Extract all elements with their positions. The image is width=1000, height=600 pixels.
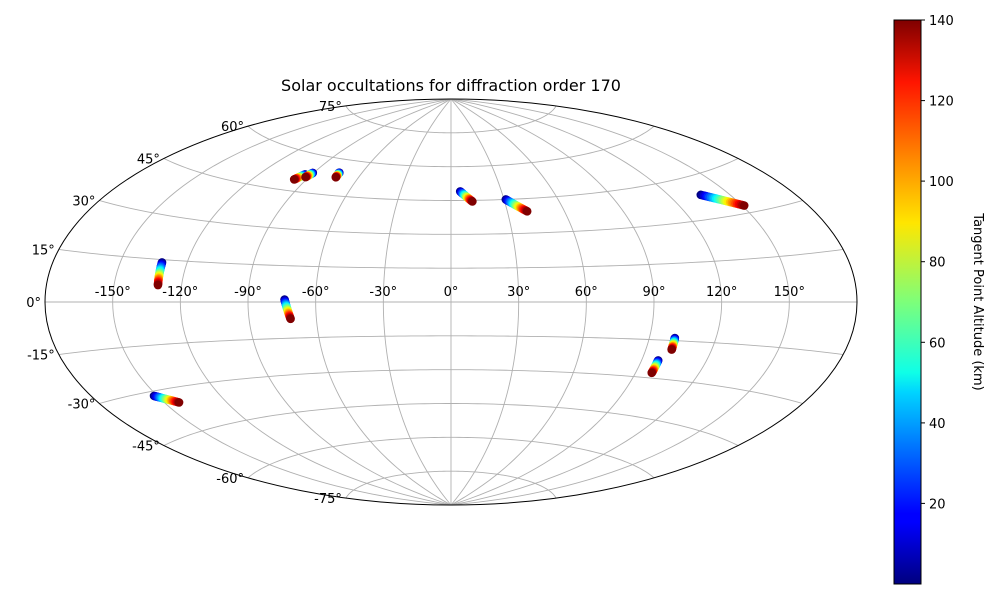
- parallel-gridline: [163, 403, 739, 446]
- latitude-tick-label: -60°: [216, 472, 244, 487]
- longitude-tick-label: 150°: [774, 285, 805, 300]
- occultation-point: [286, 314, 295, 324]
- parallel-gridline: [163, 158, 739, 201]
- parallel-gridline: [345, 470, 557, 499]
- parallel-gridline: [247, 125, 655, 168]
- occultation-track: [149, 391, 184, 407]
- occultation-track: [647, 356, 663, 378]
- latitude-tick-label: 45°: [137, 153, 160, 168]
- latitude-tick-label: 15°: [32, 244, 55, 259]
- latitude-tick-label: -30°: [68, 398, 96, 413]
- colorbar-tick-label: 60: [929, 336, 946, 351]
- longitude-tick-label: -30°: [369, 285, 397, 300]
- occultation-point: [331, 172, 341, 182]
- longitude-tick-label: -60°: [302, 285, 330, 300]
- occultation-points: [149, 168, 749, 407]
- latitude-tick-label: 30°: [72, 195, 95, 210]
- occultation-point: [289, 175, 299, 184]
- parallel-gridline: [99, 200, 803, 235]
- latitude-tick-label: 0°: [26, 296, 41, 311]
- longitude-tick-label: 120°: [706, 285, 737, 300]
- longitude-tick-label: 90°: [642, 285, 665, 300]
- occultation-point: [647, 368, 657, 378]
- colorbar-tick-label: 80: [929, 256, 946, 271]
- colorbar-tick-label: 120: [929, 95, 954, 110]
- chart-title: Solar occultations for diffraction order…: [281, 76, 621, 95]
- colorbar-tick-label: 20: [929, 497, 946, 512]
- latitude-tick-label: 75°: [319, 100, 342, 115]
- latitude-tick-label: 60°: [221, 120, 244, 135]
- occultation-track: [301, 168, 318, 182]
- map-gridlines: [45, 98, 857, 506]
- longitude-tick-label: -120°: [162, 285, 198, 300]
- parallel-gridline: [99, 369, 803, 404]
- parallel-gridline: [58, 249, 844, 269]
- occultation-track: [696, 190, 749, 210]
- parallel-gridline: [247, 436, 655, 479]
- colorbar-tick-label: 100: [929, 175, 954, 190]
- latitude-tick-label: -75°: [314, 492, 342, 507]
- occultation-track: [280, 295, 295, 324]
- colorbar: 20 40 60 80 100 120 140 Tangent Point Altitude…: [893, 14, 985, 585]
- longitude-tick-label: 60°: [575, 285, 598, 300]
- latitude-tick-label: -45°: [132, 440, 160, 455]
- longitude-tick-label: -90°: [234, 285, 262, 300]
- occultation-track: [501, 195, 532, 216]
- colorbar-tick-label: 40: [929, 417, 946, 432]
- longitude-tick-label: 30°: [507, 285, 530, 300]
- occultation-point: [522, 206, 532, 216]
- occultation-point: [153, 280, 163, 290]
- colorbar-frame: [893, 19, 922, 585]
- occultation-point: [739, 201, 749, 210]
- occultation-point: [667, 345, 676, 354]
- occultation-track: [667, 333, 680, 354]
- occultation-track: [455, 187, 477, 206]
- occultation-point: [468, 197, 477, 206]
- latitude-tick-label: -15°: [27, 349, 55, 364]
- colorbar-label: Tangent Point Altitude (km): [970, 212, 985, 390]
- colorbar-tick-label: 140: [929, 14, 954, 29]
- colorbar-gradient: [894, 20, 921, 584]
- map-boundary: [44, 98, 858, 506]
- occultation-point: [174, 398, 184, 407]
- latitude-tick-labels: -75° -60° -45° -30° -15° 0° 15° 30° 45° 60° 75°: [26, 100, 342, 507]
- occultation-track: [153, 258, 167, 290]
- occultation-track: [331, 168, 344, 182]
- occultation-point: [301, 172, 310, 182]
- longitude-tick-label: 0°: [444, 285, 459, 300]
- parallel-gridline: [58, 335, 844, 355]
- longitude-tick-label: -150°: [95, 285, 131, 300]
- parallel-gridline: [345, 105, 557, 134]
- colorbar-ticks: 20 40 60 80 100 120 140: [921, 14, 954, 512]
- longitude-tick-labels: -150° -120° -90° -60° -30° 0° 30° 60° 90° 120° 150…: [95, 285, 805, 300]
